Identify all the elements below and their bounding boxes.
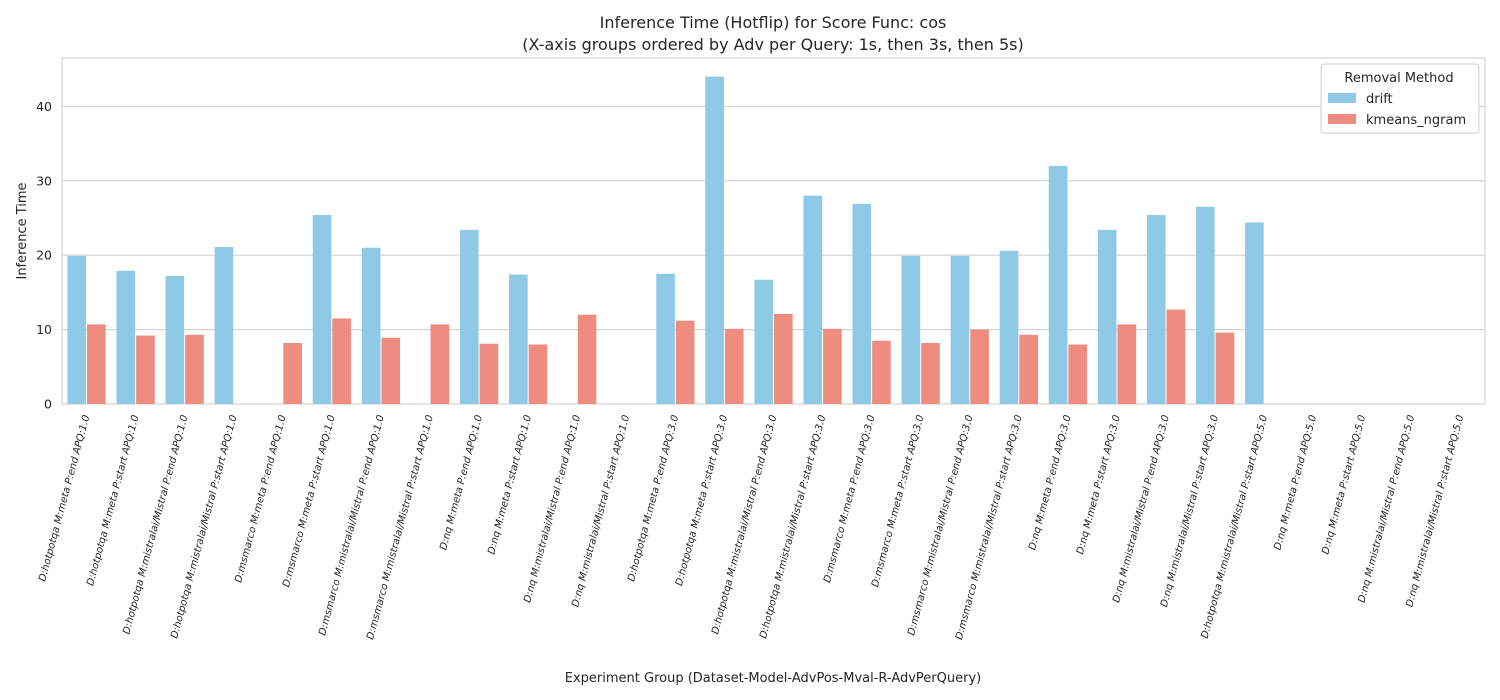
bar-drift — [1195, 206, 1215, 404]
bar-drift — [852, 203, 872, 404]
bar-drift — [361, 247, 381, 404]
x-tick-label: D:nq M:mistralai/Mistral P:end APQ:5.0 — [1356, 414, 1417, 604]
bar-kmeans-ngram — [136, 335, 155, 404]
bar-kmeans-ngram — [332, 318, 352, 404]
bar-kmeans-ngram — [1166, 309, 1186, 404]
y-axis-label: Inference Time — [15, 182, 30, 279]
x-tick-label: D:nq M:meta P:end APQ:5.0 — [1272, 414, 1319, 551]
bar-kmeans-ngram — [1215, 332, 1235, 404]
bar-kmeans-ngram — [1019, 334, 1038, 404]
bar-kmeans-ngram — [970, 329, 989, 404]
x-tick-label: D:hotpotqa M:meta P:end APQ:3.0 — [626, 414, 681, 583]
x-tick-label: D:nq M:meta P:end APQ:1.0 — [438, 414, 485, 551]
bar-kmeans-ngram — [1117, 324, 1137, 404]
bar-drift — [705, 76, 724, 405]
plot-area — [61, 57, 1486, 405]
bar-drift — [1146, 215, 1166, 404]
bar-drift — [459, 229, 479, 404]
y-tick-label: 30 — [36, 173, 52, 188]
gridlines — [62, 105, 1485, 405]
x-axis-label: Experiment Group (Dataset-Model-AdvPos-M… — [565, 671, 981, 686]
bar-drift — [999, 250, 1019, 404]
bar-drift — [214, 246, 234, 404]
bar-kmeans-ngram — [724, 328, 744, 404]
bar-kmeans-ngram — [87, 324, 106, 404]
legend-box — [1320, 63, 1480, 134]
bars — [67, 76, 1264, 405]
x-tick-label: D:nq M:meta P:start APQ:1.0 — [486, 414, 534, 556]
bar-kmeans-ngram — [430, 324, 450, 404]
x-tick-label: D:hotpotqa M:meta P:start APQ:3.0 — [674, 414, 730, 587]
bar-drift — [67, 255, 87, 404]
x-tick-label: D:nq M:meta P:end APQ:3.0 — [1027, 414, 1074, 551]
x-tick-label: D:nq M:mistralai/Mistral P:end APQ:3.0 — [1111, 414, 1172, 604]
x-tick-label: D:msmarco M:meta P:start APQ:1.0 — [281, 414, 338, 588]
x-tick-label: D:msmarco M:meta P:start APQ:3.0 — [870, 414, 927, 588]
x-tick-label: D:msmarco M:meta P:end APQ:1.0 — [233, 414, 288, 584]
bar-kmeans-ngram — [921, 342, 940, 404]
bar-kmeans-ngram — [774, 313, 793, 404]
bar-kmeans-ngram — [381, 337, 401, 404]
x-tick-label: D:nq M:mistralai/Mistral P:start APQ:3.0 — [1159, 414, 1221, 608]
bar-kmeans-ngram — [528, 344, 548, 404]
y-tick-label: 20 — [36, 248, 52, 263]
bar-drift — [116, 270, 136, 404]
legend-title: Removal Method — [1344, 71, 1453, 86]
bar-kmeans-ngram — [675, 320, 695, 404]
bar-drift — [754, 279, 773, 404]
bar-drift — [1097, 229, 1117, 404]
bar-kmeans-ngram — [479, 343, 499, 404]
chart-title: Inference Time (Hotflip) for Score Func:… — [600, 13, 947, 32]
bar-drift — [656, 273, 675, 404]
legend: Removal Method drift kmeans_ngram — [1320, 63, 1480, 134]
x-tick-label: D:hotpotqa M:meta P:end APQ:1.0 — [37, 414, 92, 583]
x-tick-label: D:hotpotqa M:meta P:start APQ:1.0 — [85, 414, 141, 587]
legend-swatch-kmeans-ngram — [1328, 114, 1356, 124]
legend-label-drift: drift — [1366, 92, 1393, 107]
x-tick-label: D:nq M:mistralai/Mistral P:end APQ:1.0 — [522, 414, 583, 604]
bar-kmeans-ngram — [872, 340, 891, 404]
bar-kmeans-ngram — [577, 314, 597, 404]
x-tick-label: D:nq M:mistralai/Mistral P:start APQ:1.0 — [570, 414, 632, 608]
legend-swatch-drift — [1328, 93, 1356, 103]
y-tick-label: 0 — [44, 397, 52, 412]
x-tick-label: D:nq M:mistralai/Mistral P:start APQ:5.0 — [1404, 414, 1466, 608]
x-tick-label: D:nq M:meta P:start APQ:5.0 — [1320, 414, 1368, 556]
legend-label-kmeans-ngram: kmeans_ngram — [1366, 113, 1466, 128]
bar-drift — [950, 255, 970, 404]
bar-drift — [509, 274, 528, 404]
bar-kmeans-ngram — [1068, 344, 1088, 404]
bar-drift — [312, 215, 332, 404]
bar-kmeans-ngram — [185, 334, 204, 404]
bar-drift — [1048, 165, 1068, 404]
x-tick-label: D:msmarco M:meta P:end APQ:3.0 — [822, 414, 877, 584]
bar-kmeans-ngram — [823, 328, 842, 404]
x-tick-label: D:nq M:meta P:start APQ:3.0 — [1075, 414, 1123, 556]
y-tick-labels: 0 10 20 30 40 — [36, 99, 52, 412]
y-tick-label: 10 — [36, 322, 52, 337]
bar-drift — [803, 195, 823, 404]
y-tick-label: 40 — [36, 99, 52, 114]
bar-drift — [1245, 222, 1264, 404]
x-tick-labels: D:hotpotqa M:meta P:end APQ:1.0D:hotpotq… — [37, 414, 1466, 641]
chart-subtitle: (X-axis groups ordered by Adv per Query:… — [522, 35, 1023, 54]
bar-kmeans-ngram — [283, 342, 302, 404]
bar-drift — [165, 276, 185, 404]
bar-drift — [901, 255, 921, 404]
